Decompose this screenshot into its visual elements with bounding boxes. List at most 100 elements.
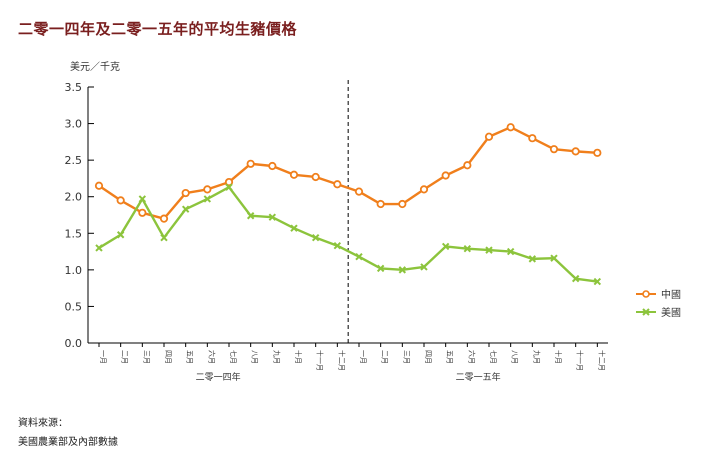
x-tick-label: 一月 bbox=[99, 350, 107, 364]
data-point-stroke bbox=[506, 247, 515, 256]
y-tick-labels: 0.0 0.5 1.0 1.5 2.0 2.5 3.0 3.5 bbox=[65, 81, 83, 350]
data-point bbox=[593, 148, 602, 157]
data-point-stroke bbox=[268, 213, 277, 221]
data-point-stroke bbox=[290, 224, 298, 232]
data-point bbox=[506, 123, 515, 132]
x-tick-label: 一月 bbox=[359, 350, 367, 364]
data-point bbox=[506, 247, 515, 256]
data-point-stroke bbox=[593, 277, 602, 286]
data-point bbox=[571, 274, 580, 283]
data-point-stroke bbox=[355, 252, 363, 261]
y-tick-label: 2.0 bbox=[65, 191, 83, 204]
data-point bbox=[419, 185, 429, 194]
x-tick-label: 十一月 bbox=[316, 350, 325, 371]
data-point bbox=[95, 244, 103, 252]
data-point-stroke bbox=[333, 242, 342, 250]
data-point bbox=[441, 171, 450, 180]
x-tick-label: 十月 bbox=[294, 350, 303, 364]
data-point bbox=[311, 172, 320, 182]
x-tick-label: 五月 bbox=[446, 350, 454, 364]
data-point bbox=[354, 187, 364, 196]
data-point bbox=[376, 264, 385, 273]
data-point bbox=[484, 132, 494, 141]
y-tick-label: 0.5 bbox=[65, 300, 83, 313]
data-point bbox=[441, 242, 450, 251]
data-point bbox=[268, 161, 277, 171]
data-point bbox=[528, 134, 537, 143]
data-point bbox=[203, 185, 212, 194]
data-point-stroke bbox=[420, 263, 428, 271]
y-tick-label: 3.5 bbox=[65, 81, 83, 94]
x-tick-label: 六月 bbox=[467, 350, 476, 364]
data-point bbox=[333, 242, 342, 250]
data-point bbox=[181, 188, 190, 198]
data-point bbox=[549, 145, 559, 154]
data-point bbox=[571, 147, 580, 156]
data-point bbox=[550, 254, 558, 262]
data-point bbox=[225, 183, 233, 191]
data-point bbox=[593, 277, 602, 286]
legend-marker bbox=[642, 290, 650, 298]
x-tick-label: 七月 bbox=[489, 350, 498, 364]
data-point-stroke bbox=[160, 233, 168, 242]
x-tick-label: 十一月 bbox=[576, 350, 585, 371]
chart-axes bbox=[87, 80, 608, 347]
data-point bbox=[420, 263, 428, 271]
data-point bbox=[116, 231, 125, 239]
x-tick-label: 四月 bbox=[424, 350, 432, 364]
data-point bbox=[463, 161, 472, 170]
series-line-2 bbox=[98, 186, 598, 283]
x-tick-label: 九月 bbox=[272, 350, 281, 364]
series-lines bbox=[94, 123, 602, 286]
y-tick-label: 1.0 bbox=[65, 264, 83, 277]
data-point bbox=[160, 233, 168, 242]
year-group-labels: 二零一四年 二零一五年 bbox=[196, 371, 501, 383]
data-point bbox=[138, 195, 147, 203]
data-point-stroke bbox=[116, 231, 125, 239]
x-tick-label: 四月 bbox=[164, 350, 172, 364]
x-tick-label: 二月 bbox=[381, 350, 389, 364]
data-point bbox=[224, 177, 234, 187]
chart-title: 二零一四年及二零一五年的平均生豬價格 bbox=[18, 20, 298, 38]
x-tick-label: 八月 bbox=[251, 350, 259, 364]
data-point bbox=[485, 246, 493, 254]
legend-marker bbox=[642, 308, 650, 316]
x-tick-label: 二月 bbox=[121, 350, 129, 364]
x-tick-label: 九月 bbox=[532, 350, 541, 364]
data-point bbox=[290, 224, 298, 232]
data-point bbox=[398, 199, 407, 209]
data-point bbox=[181, 205, 190, 213]
x-tick-label: 十二月 bbox=[337, 350, 346, 371]
data-point bbox=[355, 252, 363, 261]
y-axis-label: 美元／千克 bbox=[70, 60, 120, 73]
data-point-stroke bbox=[485, 246, 493, 254]
data-point bbox=[528, 255, 537, 263]
data-point-stroke bbox=[571, 274, 580, 283]
data-point bbox=[268, 213, 277, 221]
data-point bbox=[246, 159, 255, 168]
data-point-stroke bbox=[181, 205, 190, 213]
source-text: 美國農業部及內部數據 bbox=[18, 437, 118, 448]
data-point-stroke bbox=[95, 244, 103, 252]
y-tick-label: 0.0 bbox=[65, 337, 83, 350]
data-point-stroke bbox=[138, 195, 147, 203]
data-point-stroke bbox=[550, 254, 558, 262]
data-point-stroke bbox=[203, 195, 212, 203]
x-tick-labels: 一月 二月 三月 四月 五月 六月 七月 八月 九月 十月 十一月 十二月 一月 二月 三月 四月 五月 六月 七月… bbox=[99, 350, 606, 371]
year-group-label: 二零一四年 bbox=[196, 371, 241, 383]
data-point bbox=[246, 212, 255, 220]
x-tick-label: 七月 bbox=[229, 350, 238, 364]
x-tick-label: 十二月 bbox=[597, 350, 606, 371]
source-label: 資料來源： bbox=[18, 418, 68, 429]
x-tick-label: 十月 bbox=[554, 350, 563, 364]
year-group-label: 二零一五年 bbox=[456, 371, 501, 383]
data-point bbox=[311, 233, 320, 242]
data-point-stroke bbox=[376, 264, 385, 273]
x-tick-label: 八月 bbox=[511, 350, 519, 364]
data-point bbox=[203, 195, 212, 203]
y-tick-label: 3.0 bbox=[65, 118, 83, 131]
data-point bbox=[333, 180, 342, 189]
legend-label: 中國 bbox=[661, 288, 681, 301]
legend-label: 美國 bbox=[661, 306, 681, 319]
